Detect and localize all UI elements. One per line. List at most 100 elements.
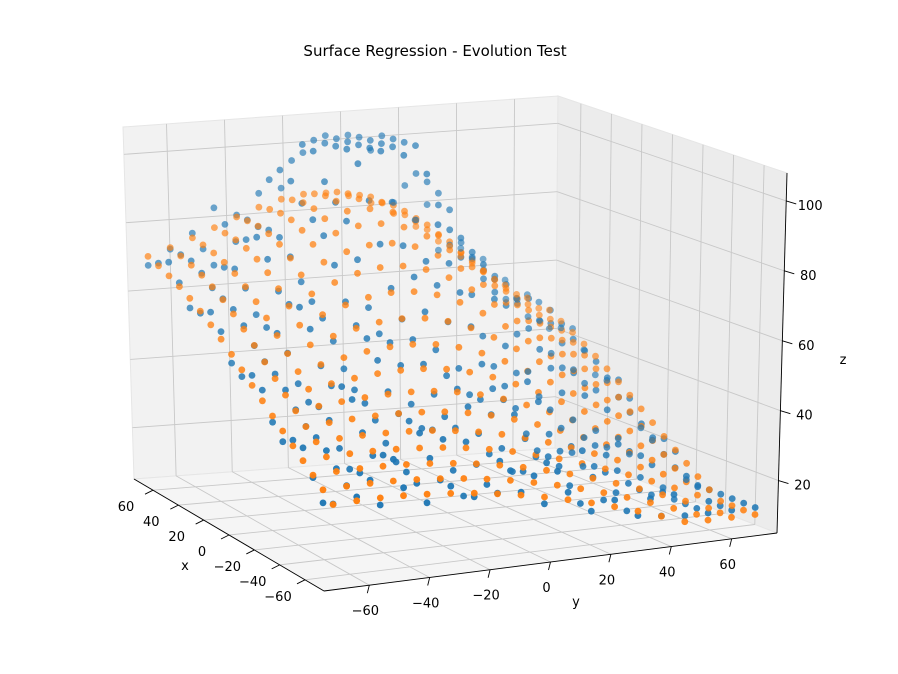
observed-point [535, 393, 543, 401]
fitted-point [400, 223, 408, 231]
fitted-point [252, 298, 260, 306]
x-tick-mark [271, 564, 280, 570]
fitted-point [535, 311, 543, 319]
observed-point [613, 467, 621, 474]
y-tick-mark [487, 569, 491, 578]
fitted-point [198, 271, 206, 279]
grid-line-y-floor [456, 454, 672, 547]
observed-point [456, 289, 464, 296]
observed-point [299, 149, 307, 157]
grid-line-z-left [123, 122, 558, 155]
observed-point [382, 439, 390, 447]
grid-lines [123, 99, 787, 586]
fitted-point [569, 339, 577, 346]
fitted-point [232, 236, 240, 244]
observed-point [530, 472, 538, 480]
observed-point [501, 382, 509, 390]
observed-point [670, 496, 678, 503]
fitted-point [320, 258, 328, 266]
fitted-point [603, 396, 611, 404]
fitted-point [410, 288, 418, 295]
observed-point [592, 386, 600, 394]
fitted-point [389, 477, 397, 485]
fitted-point [220, 258, 228, 266]
grid-line-y-wall [282, 115, 289, 468]
observed-point [543, 459, 550, 467]
data-points [144, 131, 759, 526]
fitted-point [456, 298, 464, 306]
y-tick-label: 20 [599, 573, 616, 588]
observed-point [547, 364, 555, 372]
observed-point [255, 189, 263, 197]
observed-point [577, 500, 584, 507]
fitted-point [524, 300, 532, 308]
observed-point [483, 481, 491, 488]
observed-point [580, 434, 588, 441]
observed-point [265, 176, 273, 184]
fitted-point [359, 432, 366, 439]
fitted-point [498, 430, 506, 438]
fitted-point [356, 465, 364, 472]
observed-point [210, 261, 218, 269]
fitted-point [434, 252, 442, 259]
fitted-point [671, 464, 679, 472]
observed-point [409, 336, 417, 343]
fitted-point [176, 283, 183, 290]
observed-point [524, 313, 532, 320]
observed-point [626, 450, 633, 458]
fitted-point [494, 490, 501, 498]
observed-point [392, 458, 400, 466]
observed-point [423, 170, 431, 178]
fitted-point [693, 511, 700, 518]
observed-point [276, 166, 284, 174]
observed-point [502, 295, 510, 303]
fitted-point [238, 366, 246, 374]
fitted-point [740, 506, 747, 514]
z-tick-label: 60 [798, 339, 815, 354]
fitted-point [420, 365, 427, 373]
fitted-point [491, 282, 499, 290]
observed-point [547, 349, 555, 357]
fitted-point [615, 378, 622, 386]
fitted-point [444, 317, 452, 325]
fitted-point [199, 241, 207, 249]
fitted-point [211, 224, 218, 232]
y-tick-mark [729, 538, 733, 547]
fitted-point [263, 314, 270, 322]
observed-point [480, 261, 487, 268]
x-tick-label: 60 [118, 500, 135, 515]
observed-point [329, 337, 337, 345]
fitted-point [409, 340, 417, 348]
observed-point [694, 482, 702, 489]
grid-line-z-right [556, 259, 783, 342]
fitted-point [543, 466, 550, 474]
fitted-point [659, 470, 667, 478]
observed-point [728, 495, 736, 502]
fitted-point [496, 461, 504, 469]
fitted-point [423, 226, 431, 234]
fitted-point [279, 427, 287, 435]
observed-point [253, 233, 261, 241]
fitted-point [379, 462, 387, 470]
observed-point [297, 278, 305, 286]
x-tick-mark [144, 489, 154, 495]
fitted-point [276, 240, 283, 248]
fitted-point [352, 324, 360, 332]
y-tick-label: 40 [659, 566, 676, 581]
fitted-point [611, 503, 618, 511]
fitted-point [305, 385, 312, 393]
fitted-point [374, 370, 381, 377]
fitted-point [426, 460, 434, 467]
x-tick-label: −40 [239, 575, 266, 590]
fitted-point [536, 358, 543, 366]
fitted-point [435, 237, 442, 245]
observed-point [479, 332, 487, 340]
observed-point [522, 430, 530, 438]
fitted-point [524, 337, 532, 345]
fitted-point [535, 304, 543, 312]
observed-point [207, 308, 215, 316]
grid-line-y-floor [512, 450, 732, 540]
fitted-point [365, 293, 372, 301]
grid-line-y-floor [175, 475, 370, 586]
fitted-point [221, 229, 229, 237]
